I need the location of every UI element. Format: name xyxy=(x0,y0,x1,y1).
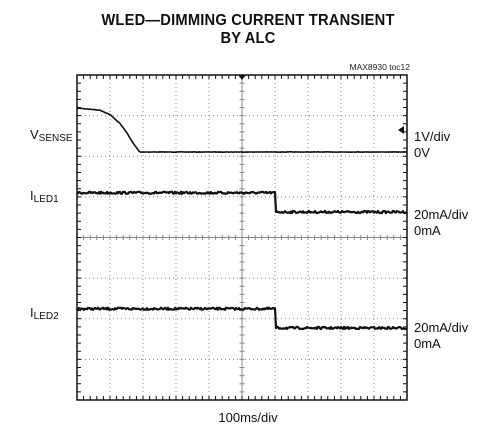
vsense-scale-div: 1V/div xyxy=(414,129,451,144)
channel-label-vsense: VSENSE xyxy=(30,127,73,144)
x-axis-label: 100ms/div xyxy=(218,410,278,425)
channel-label-iled1: ILED1 xyxy=(30,188,59,205)
ground-marker xyxy=(398,126,404,134)
chart-title: WLED—DIMMING CURRENT TRANSIENT xyxy=(101,12,395,29)
channel-label-iled2: ILED2 xyxy=(30,305,59,322)
vsense-zero: 0V xyxy=(414,145,430,160)
iled2-zero: 0mA xyxy=(414,336,441,351)
iled2-scale-div: 20mA/div xyxy=(414,320,469,335)
iled1-scale: 20mA/div 0mA xyxy=(414,207,468,239)
trigger-marker xyxy=(238,75,246,80)
vsense-scale: 1V/div 0V xyxy=(414,129,450,161)
iled1-scale-div: 20mA/div xyxy=(414,207,469,222)
trace-iled1 xyxy=(76,190,408,215)
iled1-zero: 0mA xyxy=(414,223,441,238)
figure-reference: MAX8930 toc12 xyxy=(349,62,410,72)
iled2-scale: 20mA/div 0mA xyxy=(414,320,468,352)
trace-vsense xyxy=(76,107,408,153)
chart-title-line2: BY ALC xyxy=(220,30,276,47)
trace-iled2 xyxy=(76,306,408,331)
